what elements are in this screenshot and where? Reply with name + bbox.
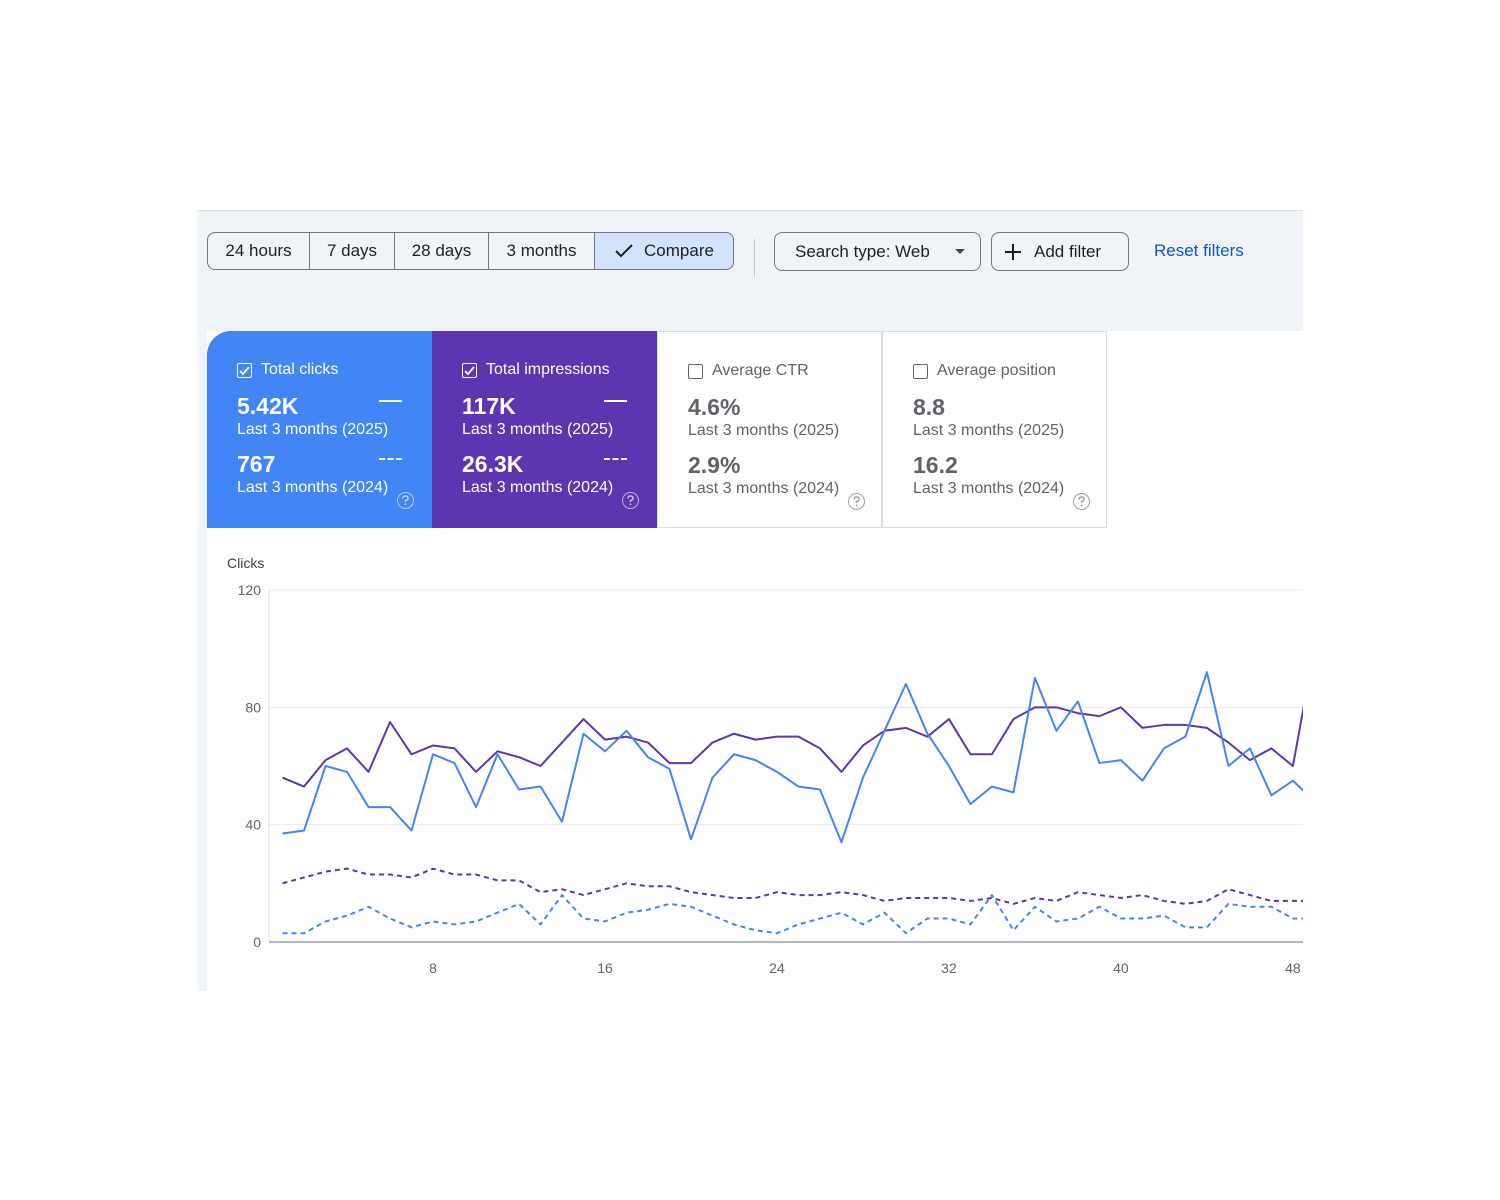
metric-label: Average CTR [712, 362, 809, 379]
add-filter-label: Add filter [1034, 241, 1102, 261]
metric-value: 2.9% [688, 452, 741, 478]
check-icon [615, 244, 633, 258]
metric-period: Last 3 months (2025) [237, 421, 389, 438]
metric-value: 5.42K [237, 393, 299, 419]
search-type-label: Search type: Web [795, 241, 930, 261]
metric-period: Last 3 months (2024) [688, 480, 840, 497]
dashed-line-icon [604, 458, 627, 460]
metric-value: 767 [237, 451, 276, 477]
search-type-button[interactable]: Search type: Web [774, 232, 981, 271]
metric-value: 4.6% [688, 394, 741, 420]
x-tick-label: 40 [1113, 960, 1129, 976]
metric-card[interactable]: Total clicks 5.42K Last 3 months (2025) 767… [207, 331, 432, 528]
metric-period: Last 3 months (2025) [913, 422, 1065, 439]
check-mark [239, 366, 250, 376]
range-button[interactable]: 7 days [309, 232, 395, 270]
divider [754, 239, 755, 277]
metric-value: 8.8 [913, 394, 945, 420]
help-glyph [853, 496, 860, 507]
metric-label: Average position [937, 362, 1056, 379]
y-tick-label: 40 [245, 817, 261, 833]
metric-period: Last 3 months (2024) [462, 479, 614, 496]
y-tick-label: 120 [238, 582, 262, 598]
help-icon[interactable] [1073, 493, 1090, 510]
x-tick-label: 8 [429, 960, 437, 976]
checkbox[interactable] [913, 364, 928, 379]
solid-line-icon [604, 400, 627, 402]
y-tick-label: 0 [253, 934, 261, 950]
chart: Clicks 0 40 80 120 8 16 24 32 40 48 [227, 555, 1303, 976]
reset-filters-link[interactable]: Reset filters [1154, 241, 1244, 260]
solid-line-icon [379, 400, 402, 402]
help-icon[interactable] [848, 493, 865, 510]
metric-label: Total impressions [486, 361, 610, 378]
x-tick-label: 16 [597, 960, 613, 976]
metric-period: Last 3 months (2025) [688, 422, 840, 439]
metric-label: Total clicks [261, 361, 339, 378]
range-button[interactable]: 28 days [394, 232, 489, 270]
compare-button[interactable]: Compare [594, 232, 734, 270]
y-axis-label: Clicks [227, 555, 264, 571]
x-tick-label: 48 [1285, 960, 1301, 976]
help-glyph [627, 495, 634, 506]
y-tick-label: 80 [245, 699, 261, 715]
content: Total clicks 5.42K Last 3 months (2025) 767… [207, 331, 1303, 991]
help-icon[interactable] [397, 492, 414, 509]
compare-label: Compare [644, 241, 714, 260]
help-glyph [1078, 496, 1085, 507]
help-glyph [402, 495, 409, 506]
x-tick-label: 32 [941, 960, 957, 976]
metric-period: Last 3 months (2025) [462, 421, 614, 438]
metric-card[interactable]: Total impressions 117K Last 3 months (2025… [432, 331, 657, 528]
metric-value: 26.3K [462, 451, 524, 477]
series-line [282, 671, 1303, 844]
range-button[interactable]: 3 months [488, 232, 595, 270]
series-line [282, 705, 1303, 788]
range-button[interactable]: 24 hours [207, 232, 310, 270]
add-filter-button[interactable]: Add filter [991, 232, 1129, 271]
checkbox[interactable] [462, 363, 477, 378]
metric-period: Last 3 months (2024) [237, 479, 389, 496]
dashed-line-icon [379, 458, 402, 460]
metric-card[interactable]: Average position 8.8 Last 3 months (2025) 1… [882, 331, 1107, 528]
metric-period: Last 3 months (2024) [913, 480, 1065, 497]
checkbox[interactable] [237, 363, 252, 378]
plus-icon [1005, 243, 1021, 260]
checkbox[interactable] [688, 364, 703, 379]
performance-panel: 24 hours 7 days 28 days 3 months Compare… [197, 210, 1303, 991]
help-icon[interactable] [622, 492, 639, 509]
check-mark [464, 366, 475, 376]
metric-value: 16.2 [913, 452, 958, 478]
series-line [282, 894, 1303, 935]
dropdown-icon [955, 249, 965, 254]
x-tick-label: 24 [769, 960, 785, 976]
metric-card[interactable]: Average CTR 4.6% Last 3 months (2025) 2.9% L… [657, 331, 882, 528]
series-line [282, 867, 1303, 905]
metric-value: 117K [462, 393, 516, 419]
